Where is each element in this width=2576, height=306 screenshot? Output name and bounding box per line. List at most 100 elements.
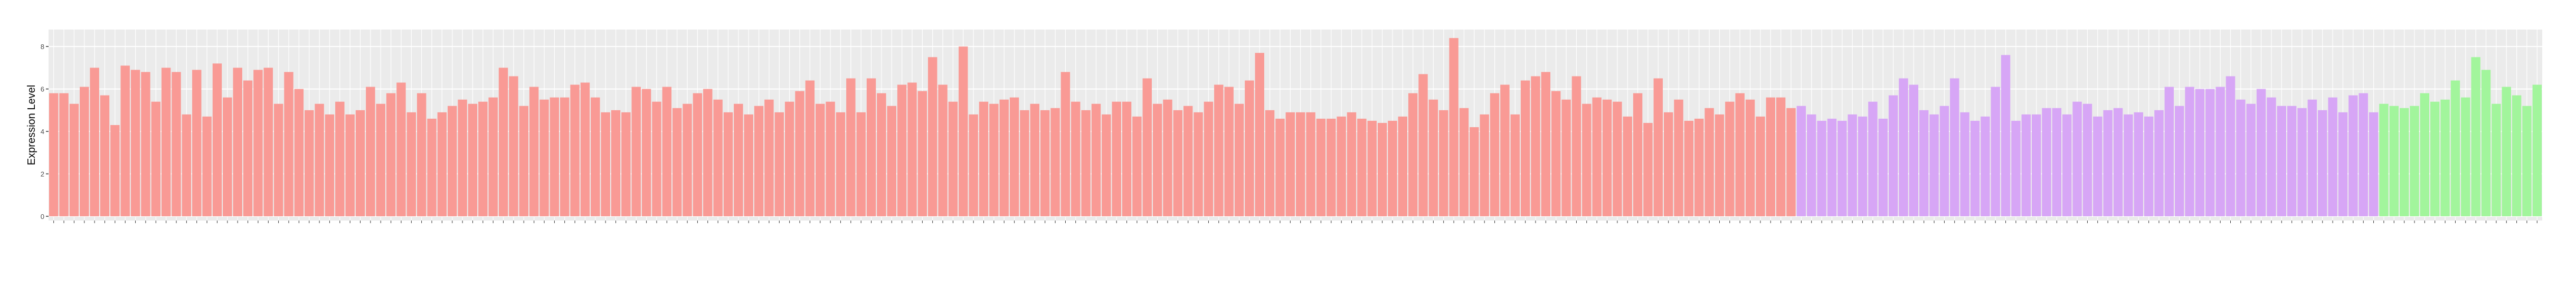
bar: [672, 108, 682, 216]
bar: [2297, 108, 2307, 216]
bar: [1173, 110, 1183, 216]
bar: [1551, 91, 1561, 216]
bar: [1991, 87, 2000, 216]
bar: [2195, 89, 2205, 216]
bar: [764, 99, 774, 216]
bar: [1020, 110, 1029, 216]
bar: [917, 91, 927, 216]
bar: [1776, 97, 1786, 216]
bar: [335, 101, 345, 216]
bar: [1285, 112, 1295, 216]
bar: [2277, 106, 2287, 216]
bar: [774, 112, 784, 216]
bar: [826, 101, 835, 216]
bar: [1357, 118, 1367, 216]
bar: [253, 70, 263, 216]
bar: [1428, 99, 1438, 216]
bar: [1838, 120, 1847, 216]
bar: [519, 106, 528, 216]
bar: [1756, 116, 1765, 216]
bar: [2042, 108, 2051, 216]
bar: [1919, 110, 1929, 216]
bar: [570, 84, 580, 216]
bar: [2369, 112, 2379, 216]
bar: [2021, 114, 2031, 216]
bar: [744, 114, 753, 216]
bar: [631, 87, 641, 216]
bar: [2011, 120, 2021, 216]
bar: [1960, 112, 1969, 216]
bar: [1398, 116, 1407, 216]
bar: [141, 72, 150, 216]
bar: [1275, 118, 1285, 216]
bar: [897, 84, 907, 216]
bar: [1060, 72, 1071, 216]
bar: [1827, 118, 1837, 216]
bar: [1909, 84, 1919, 216]
bar: [2164, 87, 2174, 216]
bar: [448, 106, 457, 216]
bar: [550, 97, 560, 216]
bar: [1050, 108, 1060, 216]
bar: [1786, 108, 1796, 216]
bar: [2450, 80, 2460, 216]
bar: [989, 103, 999, 216]
bar: [273, 103, 283, 216]
bar: [1633, 93, 1643, 216]
bar: [601, 112, 610, 216]
bar: [1367, 120, 1377, 216]
bar: [1725, 101, 1735, 216]
bar: [2082, 103, 2092, 216]
bar: [2205, 89, 2215, 216]
bar: [693, 93, 703, 216]
bar: [2481, 70, 2491, 216]
bar: [2113, 108, 2123, 216]
bar: [406, 112, 416, 216]
bar: [1255, 53, 1264, 216]
bar: [1623, 116, 1632, 216]
bar: [243, 80, 253, 216]
bar: [1194, 112, 1203, 216]
bar: [396, 82, 406, 216]
bar: [1817, 120, 1826, 216]
bar: [325, 114, 335, 216]
bar: [948, 101, 958, 216]
bar: [1613, 101, 1622, 216]
bar: [1112, 101, 1121, 216]
bar: [1582, 103, 1592, 216]
bar: [2287, 106, 2297, 216]
bar: [1899, 78, 1908, 216]
bar: [315, 103, 324, 216]
bar: [795, 91, 804, 216]
bar: [2522, 106, 2532, 216]
bar: [1674, 99, 1683, 216]
y-tick-label: 8: [41, 43, 44, 51]
bar: [2328, 97, 2337, 216]
bar: [202, 116, 212, 216]
bar: [59, 93, 69, 216]
bar: [1796, 106, 1806, 216]
bar: [734, 103, 743, 216]
bar: [2134, 112, 2143, 216]
bar: [723, 112, 733, 216]
bar: [294, 89, 304, 216]
y-tick-label: 4: [41, 128, 44, 136]
bar: [539, 99, 549, 216]
bar: [458, 99, 467, 216]
bar: [611, 110, 621, 216]
bar: [652, 101, 661, 216]
bar: [1081, 110, 1091, 216]
bar: [784, 101, 794, 216]
bar: [856, 112, 866, 216]
bar: [2502, 87, 2511, 216]
bar: [836, 112, 846, 216]
bar: [1684, 120, 1694, 216]
bar: [212, 63, 222, 216]
bar: [2031, 114, 2041, 216]
bar: [1388, 120, 1397, 216]
bar: [1418, 74, 1428, 216]
bar: [1040, 110, 1050, 216]
bar: [120, 65, 130, 216]
bar: [999, 99, 1009, 216]
